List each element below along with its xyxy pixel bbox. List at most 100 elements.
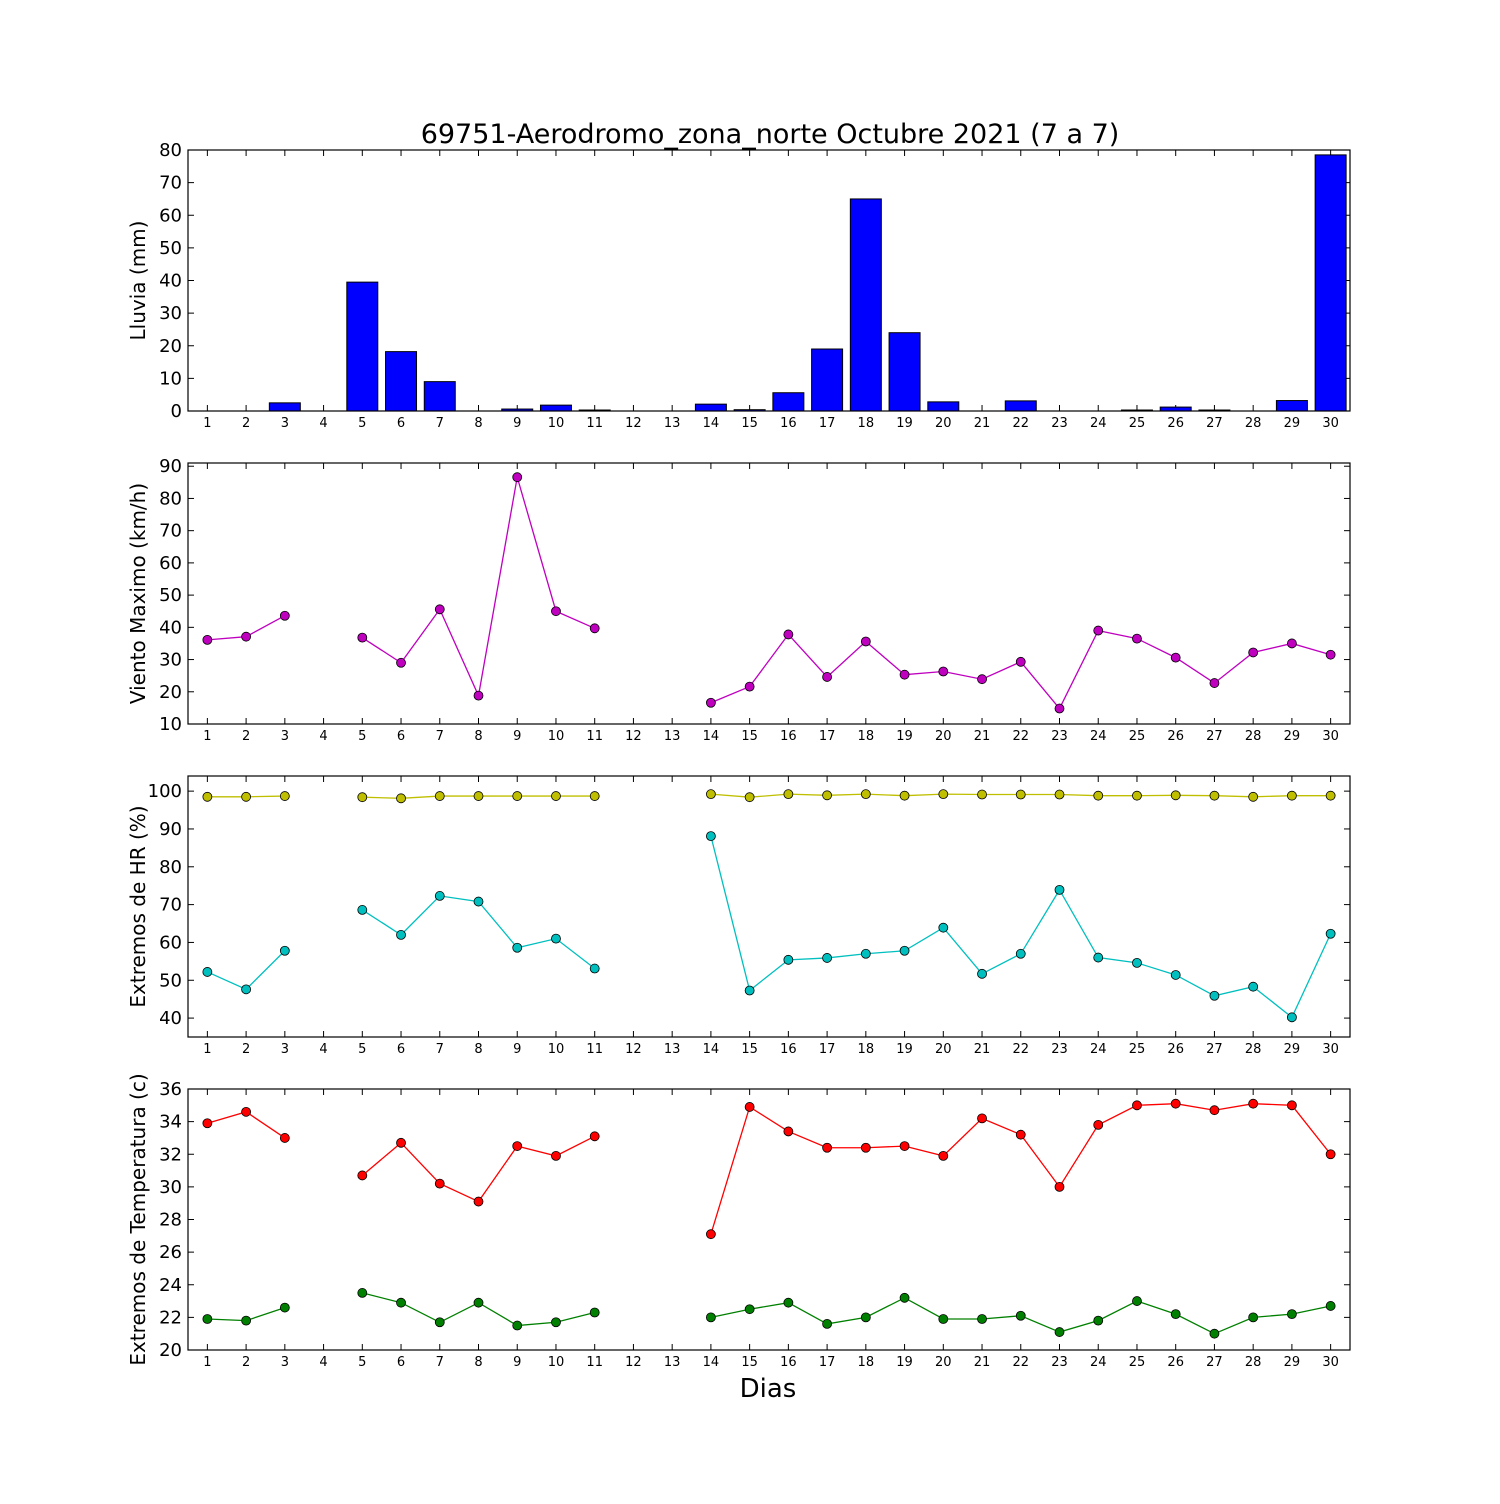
hr_min-point (899, 945, 910, 956)
x-tick-label: 1 (203, 1355, 211, 1370)
y-tick-label: 20 (159, 682, 182, 703)
y-tick-label: 40 (159, 1008, 182, 1029)
x-tick-label: 28 (1245, 416, 1262, 431)
x-tick-label: 7 (436, 416, 444, 431)
y-tick-label: 10 (159, 368, 182, 389)
x-tick-label: 2 (242, 1355, 250, 1370)
chart-title: 69751-Aerodromo_zona_norte Octubre 2021 … (421, 119, 1120, 150)
x-tick-label: 15 (741, 1042, 758, 1057)
x-tick-label: 20 (935, 729, 952, 744)
x-tick-label: 13 (664, 1042, 681, 1057)
x-tick-label: 6 (397, 1042, 405, 1057)
y-tick-label: 50 (159, 970, 182, 991)
x-tick-label: 8 (474, 1355, 482, 1370)
rain-bar (811, 348, 844, 412)
temp_min-point (1287, 1309, 1297, 1320)
x-tick-label: 19 (896, 729, 913, 744)
x-tick-label: 26 (1167, 1355, 1184, 1370)
x-tick-label: 1 (203, 729, 211, 744)
hr_min-point (551, 933, 561, 944)
x-tick-label: 11 (586, 416, 603, 431)
temp_max-point (822, 1142, 832, 1153)
temp_max-point (202, 1118, 213, 1129)
rain-bar (346, 281, 379, 412)
rain-bar (849, 198, 882, 412)
hr_min-point (1093, 952, 1104, 963)
y-tick-label: 34 (159, 1112, 182, 1133)
rain-bar (1314, 154, 1347, 412)
hr_min-point (783, 954, 794, 965)
temp_min-point (977, 1314, 987, 1324)
temp_min-point (783, 1297, 794, 1308)
hr_min-point (977, 968, 987, 979)
hr_max-point (279, 791, 290, 801)
x-tick-label: 22 (1012, 416, 1029, 431)
temp_min-point (1170, 1309, 1181, 1320)
x-tick-label: 5 (358, 1042, 366, 1057)
x-tick-label: 12 (625, 416, 642, 431)
x-tick-label: 5 (358, 416, 366, 431)
y-axis-label: Viento Maximo (km/h) (126, 483, 150, 704)
temp_max-point (396, 1137, 406, 1148)
x-tick-label: 25 (1129, 1042, 1146, 1057)
x-tick-label: 16 (780, 416, 797, 431)
temp_max-line (361, 1135, 595, 1203)
x-tick-label: 1 (203, 1042, 211, 1057)
hr_max-point (1132, 790, 1142, 801)
x-tick-label: 12 (625, 1355, 642, 1370)
x-tick-label: 30 (1322, 416, 1339, 431)
x-tick-label: 18 (858, 729, 875, 744)
hr_min-point (1170, 970, 1181, 980)
temp_min-point (396, 1297, 406, 1308)
wind-point (860, 636, 871, 647)
temp_max-point (473, 1196, 484, 1207)
x-tick-label: 3 (281, 1355, 289, 1370)
hr_min-point (241, 984, 252, 995)
x-tick-label: 30 (1322, 729, 1339, 744)
y-tick-label: 60 (159, 932, 182, 953)
temp_min-point (279, 1302, 290, 1313)
temp_min-point (706, 1312, 716, 1323)
wind-point (357, 632, 368, 643)
x-tick-label: 14 (703, 1042, 720, 1057)
hr_max-point (202, 791, 213, 802)
wind-point (1170, 652, 1181, 663)
hr_min-point (938, 922, 949, 933)
hr_max-point (1054, 789, 1065, 800)
hr_max-point (434, 791, 445, 801)
x-tick-label: 6 (397, 416, 405, 431)
x-tick-label: 7 (436, 1355, 444, 1370)
x-tick-label: 16 (780, 1042, 797, 1057)
temp_max-line (710, 1103, 1332, 1235)
wind-point (1015, 656, 1026, 667)
hr_max-point (1093, 790, 1104, 801)
x-tick-label: 20 (935, 1355, 952, 1370)
temp_max-point (589, 1131, 600, 1142)
wind-point (1054, 703, 1065, 714)
x-tick-label: 24 (1090, 1042, 1107, 1057)
hr_min-point (589, 963, 600, 974)
temp_min-point (1054, 1327, 1065, 1337)
hr_max-point (241, 791, 252, 802)
x-tick-label: 20 (935, 416, 952, 431)
x-tick-label: 26 (1167, 729, 1184, 744)
temp_max-point (1287, 1100, 1297, 1111)
rain-bar (1004, 400, 1037, 412)
hr_max-point (396, 793, 406, 804)
y-tick-label: 20 (159, 336, 182, 357)
x-tick-label: 14 (703, 1355, 720, 1370)
x-tick-label: 16 (780, 1355, 797, 1370)
wind-point (744, 681, 755, 692)
temp_min-point (1093, 1315, 1104, 1326)
hr_min-point (1054, 884, 1065, 895)
hr_min-line (207, 950, 286, 991)
hr_max-point (860, 789, 871, 800)
x-tick-label: 9 (513, 1042, 521, 1057)
hr_min-point (1015, 948, 1026, 959)
x-tick-label: 13 (664, 416, 681, 431)
rain-bar (888, 332, 921, 412)
y-tick-label: 50 (159, 238, 182, 259)
y-axis-label: Extremos de HR (%) (126, 805, 150, 1007)
